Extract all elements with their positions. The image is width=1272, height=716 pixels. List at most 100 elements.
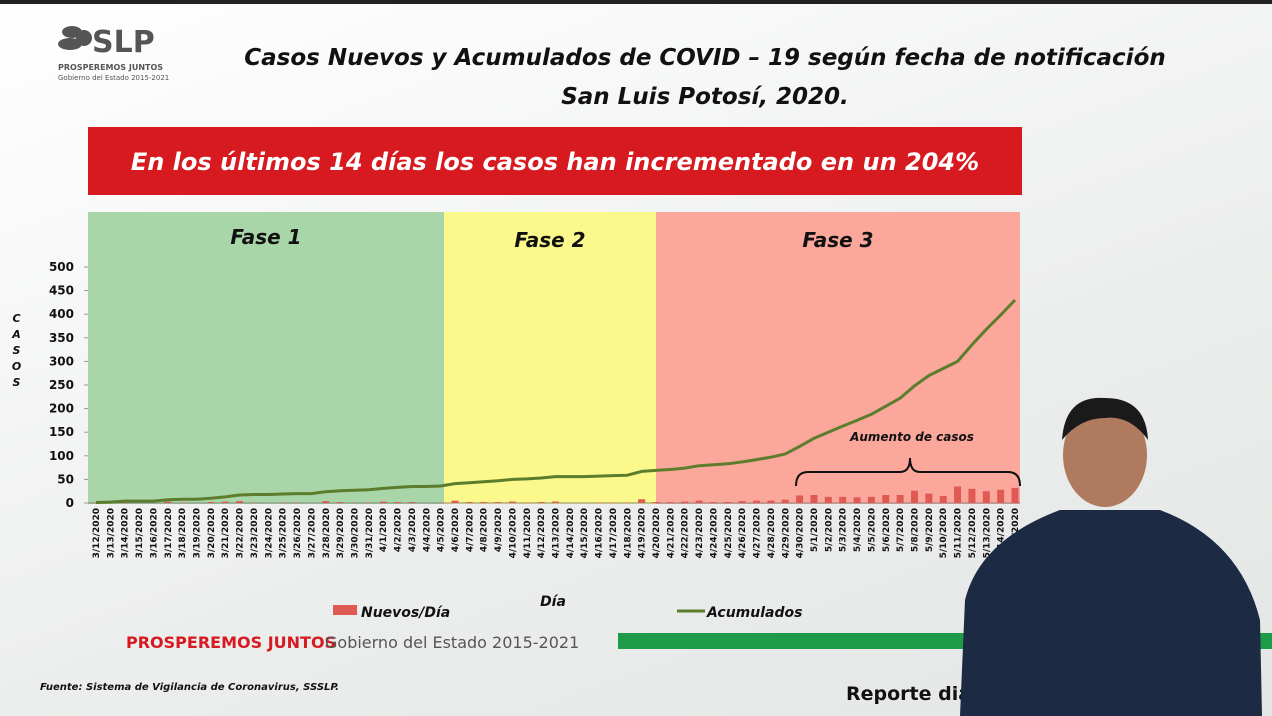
bar (709, 502, 717, 503)
x-tick-label: 3/21/2020 (221, 508, 231, 558)
x-tick-label: 4/29/2020 (781, 508, 791, 558)
bar (379, 501, 387, 503)
y-tick-label: 450 (49, 284, 74, 298)
x-tick-label: 4/25/2020 (724, 508, 734, 558)
x-tick-label: 4/27/2020 (753, 508, 763, 558)
bar (465, 502, 473, 503)
bar (824, 496, 832, 503)
x-tick-label: 5/1/2020 (810, 508, 820, 552)
line (95, 298, 1017, 504)
logo-slogan: PROSPEREMOS JUNTOS (58, 63, 163, 72)
x-tick-label: 5/12/2020 (968, 508, 978, 558)
x-tick-label: 4/21/2020 (666, 508, 676, 558)
x-tick-label: 3/27/2020 (307, 508, 317, 558)
bar (939, 495, 947, 503)
x-tick-label: 3/26/2020 (293, 508, 303, 558)
top-bar (0, 0, 1272, 4)
annotation-brace (795, 457, 1021, 487)
source: Fuente: Sistema de Vigilancia de Coronav… (40, 682, 339, 693)
x-axis-label: Día (540, 594, 566, 610)
presenter-silhouette (960, 397, 1262, 716)
footer-government: Gobierno del Estado 2015-2021 (325, 633, 579, 652)
x-tick-label: 4/8/2020 (480, 508, 490, 552)
x-tick-label: 4/23/2020 (695, 508, 705, 558)
x-tick-label: 5/11/2020 (954, 508, 964, 558)
x-tick-label: 3/13/2020 (106, 508, 116, 558)
x-tick-label: 4/20/2020 (652, 508, 662, 558)
x-tick-label: 4/28/2020 (767, 508, 777, 558)
y-tick-label: 350 (49, 331, 74, 345)
x-tick-label: 4/17/2020 (609, 508, 619, 558)
bar (753, 500, 761, 503)
bar (796, 495, 804, 503)
x-tick-label: 5/14/2020 (997, 508, 1007, 558)
logo-government: Gobierno del Estado 2015-2021 (58, 74, 169, 82)
bar (925, 493, 933, 503)
bar (982, 491, 990, 503)
x-tick-label: 4/7/2020 (465, 508, 475, 552)
phase-3-area (656, 212, 1020, 504)
x-tick-label: 4/10/2020 (508, 508, 518, 558)
bar (638, 499, 646, 503)
y-axis-label: CASOS (10, 312, 23, 392)
x-tick-label: 5/10/2020 (939, 508, 949, 558)
bar (164, 501, 172, 503)
x-tick-label: 3/28/2020 (322, 508, 332, 558)
x-tick-label: 4/22/2020 (681, 508, 691, 558)
bar (738, 501, 746, 503)
bar (322, 501, 330, 503)
bar (666, 502, 674, 503)
x-tick-label: 3/18/2020 (178, 508, 188, 558)
bar (767, 500, 775, 503)
x-tick-label: 3/16/2020 (149, 508, 159, 558)
bar (695, 500, 703, 503)
bar (494, 502, 502, 503)
bar (221, 501, 229, 503)
x-tick-label: 5/8/2020 (910, 508, 920, 552)
x-tick-label: 4/6/2020 (451, 508, 461, 552)
bar (954, 486, 962, 503)
x-tick-label: 3/25/2020 (279, 508, 289, 558)
bar (882, 494, 890, 503)
x-tick-label: 5/3/2020 (839, 508, 849, 552)
y-tick-label: 50 (57, 472, 74, 486)
x-tick-label: 4/11/2020 (523, 508, 533, 558)
x-tick-label: 3/23/2020 (250, 508, 260, 558)
legend-swatch (333, 605, 357, 615)
logo-mark: SLP (92, 25, 155, 60)
x-tick-label: 4/2/2020 (394, 508, 404, 552)
y-tick-label: 250 (49, 378, 74, 392)
phase-label: Fase 2 (514, 228, 585, 252)
bar (537, 502, 545, 503)
x-tick-label: 5/6/2020 (882, 508, 892, 552)
bar (839, 496, 847, 503)
x-tick-label: 4/13/2020 (552, 508, 562, 558)
phase-2-area (444, 212, 656, 504)
x-tick-label: 4/15/2020 (580, 508, 590, 558)
bar (781, 499, 789, 503)
legend-label: Nuevos/Día (361, 605, 450, 621)
bar (394, 502, 402, 503)
chart-title: Casos Nuevos y Acumulados de COVID – 19 … (244, 45, 1166, 71)
x-tick-label: 4/24/2020 (709, 508, 719, 558)
x-tick-label: 3/29/2020 (336, 508, 346, 558)
x-tick-label: 4/1/2020 (379, 508, 389, 552)
x-tick-label: 3/15/2020 (135, 508, 145, 558)
x-tick-label: 5/9/2020 (925, 508, 935, 552)
bar (810, 494, 818, 503)
y-tick-label: 150 (49, 425, 74, 439)
x-tick-label: 4/12/2020 (537, 508, 547, 558)
phase-1-area (88, 212, 444, 504)
x-tick-label: 3/14/2020 (121, 508, 131, 558)
chart-subtitle: San Luis Potosí, 2020. (561, 84, 849, 110)
bar (724, 502, 732, 503)
legend-label: Acumulados (706, 605, 802, 621)
x-tick-label: 4/19/2020 (638, 508, 648, 558)
annotation: Aumento de casos (849, 430, 974, 444)
x-tick-label: 4/5/2020 (437, 508, 447, 552)
phase-label: Fase 1 (230, 225, 301, 249)
logo-icon (58, 26, 92, 50)
x-tick-label: 4/3/2020 (408, 508, 418, 552)
bar (853, 497, 861, 503)
